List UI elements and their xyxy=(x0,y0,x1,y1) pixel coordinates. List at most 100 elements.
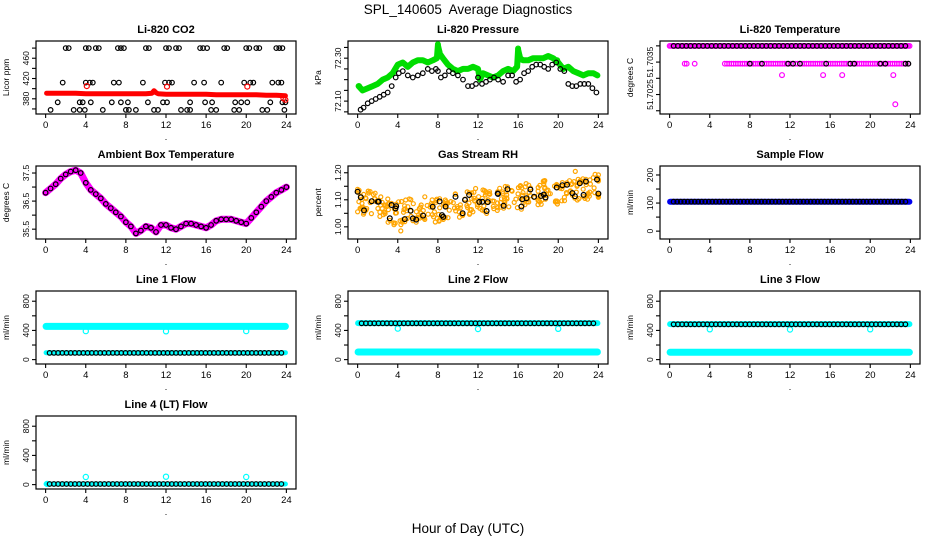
series-marker xyxy=(474,325,482,333)
series-marker xyxy=(407,207,414,214)
x-tick-label: 16 xyxy=(513,120,524,131)
series-marker xyxy=(232,99,239,106)
series-marker xyxy=(561,68,568,74)
x-tick-label: 12 xyxy=(473,245,484,256)
plot-canvas-line-1-flow: Line 1 Flow ml/min 0 400 800 0 4 8 12 16 20 24. xyxy=(1,274,297,392)
plot-canvas-li820-temperature: Li-820 Temperature degrees C 51.7025 51.703… xyxy=(625,24,921,142)
y-tick-label: 800 xyxy=(21,294,31,308)
series-marker xyxy=(368,198,375,205)
series-marker xyxy=(378,194,384,200)
series-marker xyxy=(92,45,99,52)
series-marker xyxy=(695,198,702,205)
series-marker xyxy=(683,60,690,67)
y-tick-label: 0 xyxy=(21,482,31,487)
series-marker xyxy=(82,473,90,481)
series-marker xyxy=(436,48,443,55)
series-marker xyxy=(589,85,596,92)
series-marker xyxy=(201,79,208,86)
series-marker xyxy=(595,178,601,184)
y-tick-label: 800 xyxy=(645,294,655,308)
series-marker xyxy=(191,79,198,86)
x-tick-label: 0 xyxy=(667,120,672,131)
series-marker xyxy=(253,209,260,216)
series-marker xyxy=(870,198,877,205)
series-marker xyxy=(87,187,94,193)
series-marker xyxy=(166,45,172,52)
series-marker xyxy=(761,198,768,205)
series-marker xyxy=(137,227,144,234)
x-tick-label: 8 xyxy=(123,245,128,256)
series-marker xyxy=(394,325,402,332)
series-marker xyxy=(139,79,146,86)
plot-li820-pressure: Li-820 Pressure kPa 72.10 72.30 0 4 8 12 16 20 24. xyxy=(312,20,624,145)
series-marker xyxy=(851,60,858,67)
series-marker xyxy=(413,216,420,223)
series-marker xyxy=(553,198,559,204)
series-marker xyxy=(758,198,765,205)
series-marker xyxy=(779,198,786,205)
x-tick-label: 0 xyxy=(43,370,48,381)
series-marker xyxy=(882,60,889,67)
x-tick-label: 4 xyxy=(395,120,400,131)
series-marker xyxy=(243,45,250,52)
x-tick-label: 16 xyxy=(201,245,212,256)
x-tick-label: 24 xyxy=(593,120,604,131)
series-marker xyxy=(264,106,271,113)
series-marker xyxy=(902,321,909,328)
plot-line-2-flow: Line 2 Flow ml/min 0 400 800 0 4 8 12 16 20 24. xyxy=(312,270,624,395)
series-marker xyxy=(82,179,89,186)
series-marker xyxy=(375,198,382,205)
series-marker xyxy=(459,210,466,217)
y-tick-label: 800 xyxy=(21,419,31,433)
series-marker xyxy=(733,198,740,205)
series-marker xyxy=(902,60,909,67)
plots-grid: Li-820 CO2 Licor ppm 380 420 460 0 4 8 12 16 20 24.… xyxy=(0,20,936,520)
series-marker xyxy=(460,76,466,83)
series-marker xyxy=(224,45,231,52)
series-marker xyxy=(691,198,698,205)
x-tick-label: 0 xyxy=(355,370,360,381)
series-marker xyxy=(85,45,92,52)
series-marker xyxy=(420,207,426,214)
x-tick-label: 0 xyxy=(43,120,48,131)
series-marker xyxy=(228,216,235,223)
series-marker xyxy=(593,89,600,96)
series-marker xyxy=(82,327,90,335)
series-marker xyxy=(422,194,428,200)
series-marker xyxy=(772,198,779,205)
series-marker xyxy=(97,195,104,202)
series-marker xyxy=(471,195,477,201)
series-marker xyxy=(474,204,481,210)
plot-title: Line 4 (LT) Flow xyxy=(125,399,208,411)
y-tick-label: 72.30 xyxy=(333,47,343,69)
series-marker xyxy=(283,184,290,190)
x-tick-label: 16 xyxy=(201,495,212,506)
series-marker xyxy=(688,198,695,205)
series-marker xyxy=(367,199,373,206)
series-marker xyxy=(483,207,490,214)
series-marker xyxy=(429,203,436,210)
y-tick-label: 420 xyxy=(21,71,31,85)
series-marker xyxy=(783,198,789,205)
x-tick-label: 8 xyxy=(747,120,752,131)
series-marker xyxy=(860,198,867,205)
y-tick-label: 1.00 xyxy=(333,218,343,235)
series-marker xyxy=(590,320,597,327)
series-marker xyxy=(398,198,405,205)
series-marker xyxy=(890,72,897,79)
plot-title: Line 2 Flow xyxy=(448,274,508,286)
series-marker xyxy=(490,203,496,210)
series-marker xyxy=(542,177,548,184)
x-tick-label: 4 xyxy=(395,245,400,256)
series-marker xyxy=(242,327,250,335)
x-tick-label: 24 xyxy=(281,370,292,381)
series-marker xyxy=(132,106,139,113)
series-marker xyxy=(65,45,72,52)
series-marker xyxy=(258,203,265,210)
x-tick-label: 12 xyxy=(161,370,172,381)
series-marker xyxy=(740,198,747,205)
series-marker xyxy=(674,198,681,205)
series-marker xyxy=(414,72,421,79)
series-marker xyxy=(279,45,286,52)
series-marker xyxy=(543,187,550,194)
